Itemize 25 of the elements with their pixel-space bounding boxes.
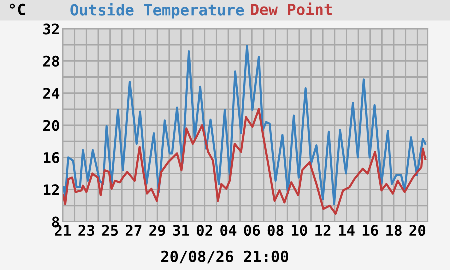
x-tick-label: 02 <box>196 225 212 236</box>
x-tick-label: 16 <box>362 225 378 236</box>
y-tick-label: 32 <box>44 24 60 35</box>
y-tick-label: 16 <box>44 152 60 164</box>
y-tick-label: 12 <box>44 184 60 196</box>
x-tick-label: 04 <box>220 225 237 236</box>
text: 20/08/26 21:00 <box>161 250 288 264</box>
x-tick-label: 29 <box>150 225 166 236</box>
y-axis-title: °C <box>10 4 26 16</box>
x-tick-label: 12 <box>316 225 331 236</box>
y-tick-label: 20 <box>43 120 60 132</box>
text: Dew Point <box>251 2 332 16</box>
y-tick-label: 28 <box>43 56 60 67</box>
x-tick-label: 23 <box>78 225 94 236</box>
series-label: Outside Temperature <box>70 3 244 19</box>
x-tick-label: 20 <box>410 225 426 236</box>
y-tick-label: 24 <box>43 88 60 99</box>
x-tick-label: 31 <box>173 225 190 236</box>
x-tick-label: 10 <box>292 225 308 236</box>
x-tick-label: 08 <box>268 225 284 236</box>
x-tick-label: 06 <box>244 225 260 236</box>
x-tick-label: 25 <box>102 225 118 236</box>
x-tick-label: 14 <box>339 225 355 236</box>
x-tick-label: 18 <box>386 225 402 236</box>
x-tick-label: 27 <box>126 225 142 236</box>
